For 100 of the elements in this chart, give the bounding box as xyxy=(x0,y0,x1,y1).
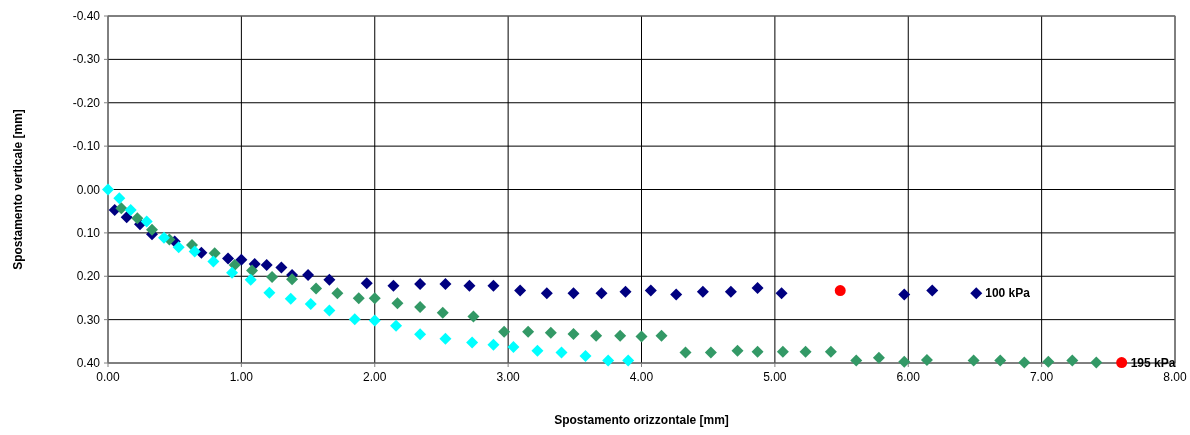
point xyxy=(602,354,615,367)
y-tick-label: -0.30 xyxy=(72,52,101,67)
point xyxy=(226,266,239,279)
point xyxy=(920,353,933,366)
point xyxy=(228,258,241,271)
point xyxy=(172,241,185,254)
y-tick-label: 0.20 xyxy=(76,269,101,284)
y-tick-label: 0.00 xyxy=(76,182,101,197)
point xyxy=(775,287,788,300)
point xyxy=(590,329,603,342)
point xyxy=(540,287,553,300)
point xyxy=(644,284,657,297)
point xyxy=(619,285,632,298)
point xyxy=(834,285,846,297)
point xyxy=(994,354,1007,367)
point xyxy=(266,271,279,284)
point xyxy=(323,273,336,286)
point xyxy=(555,346,568,359)
point xyxy=(368,314,381,327)
point xyxy=(514,284,527,297)
point xyxy=(246,264,259,277)
x-tick-label: 7.00 xyxy=(1029,370,1054,384)
point xyxy=(414,301,427,314)
point xyxy=(498,325,511,338)
point xyxy=(522,325,535,338)
y-tick-label: 0.10 xyxy=(76,225,101,240)
point xyxy=(567,287,580,300)
point xyxy=(898,288,911,301)
point xyxy=(304,298,317,311)
x-tick-label: 1.00 xyxy=(229,370,254,384)
point xyxy=(352,292,365,305)
point xyxy=(799,345,812,358)
point xyxy=(622,354,635,367)
point xyxy=(158,231,171,244)
point xyxy=(595,287,608,300)
point xyxy=(207,255,220,268)
point xyxy=(310,282,323,295)
x-tick-label: 3.00 xyxy=(496,370,521,384)
point xyxy=(302,268,315,281)
point xyxy=(368,292,381,305)
point xyxy=(188,245,201,258)
x-tick-label: 0.00 xyxy=(96,370,120,384)
point xyxy=(439,278,452,291)
series-label: 100 kPa xyxy=(985,286,1031,301)
point xyxy=(1018,356,1031,369)
point xyxy=(967,354,980,367)
point xyxy=(140,215,153,228)
point xyxy=(670,288,683,301)
point xyxy=(872,351,885,364)
point xyxy=(466,336,479,349)
point xyxy=(260,258,273,271)
point xyxy=(120,211,133,224)
point xyxy=(113,192,126,205)
point xyxy=(222,252,235,265)
point xyxy=(439,332,452,345)
point xyxy=(751,345,764,358)
point xyxy=(235,253,248,266)
point xyxy=(360,277,373,290)
point xyxy=(131,212,144,225)
x-tick-label: 5.00 xyxy=(763,370,787,384)
point xyxy=(115,202,128,215)
point xyxy=(1090,356,1103,369)
point xyxy=(284,292,297,305)
point xyxy=(1066,354,1079,367)
point xyxy=(679,346,692,359)
point xyxy=(414,328,427,341)
point xyxy=(544,326,557,339)
x-tick-label: 4.00 xyxy=(629,370,654,384)
point xyxy=(244,273,257,286)
y-tick-label: -0.10 xyxy=(72,139,101,154)
point xyxy=(436,306,449,319)
point xyxy=(286,273,299,286)
point xyxy=(926,284,939,297)
point xyxy=(655,329,668,342)
point xyxy=(391,297,404,310)
point xyxy=(1042,355,1055,368)
point xyxy=(731,344,744,357)
point xyxy=(1116,357,1128,369)
x-tick-label: 6.00 xyxy=(896,370,921,384)
y-axis-title: Spostamento verticale [mm] xyxy=(11,109,25,270)
point xyxy=(531,344,544,357)
point xyxy=(970,287,983,300)
point xyxy=(696,285,709,298)
x-axis-title: Spostamento orizzontale [mm] xyxy=(554,413,729,427)
point xyxy=(487,338,500,351)
point xyxy=(275,261,288,274)
point xyxy=(348,313,361,326)
point xyxy=(124,203,137,216)
point xyxy=(146,223,159,236)
point xyxy=(467,310,480,323)
point xyxy=(390,319,403,332)
text: 195 kPa xyxy=(1130,355,1176,370)
point xyxy=(850,354,863,367)
y-tick-label: -0.20 xyxy=(72,95,101,110)
x-tick-label: 2.00 xyxy=(363,370,387,384)
point xyxy=(507,340,520,353)
y-tick-label: -0.40 xyxy=(72,9,101,23)
point xyxy=(414,278,427,291)
point xyxy=(463,279,476,292)
point xyxy=(263,286,276,299)
